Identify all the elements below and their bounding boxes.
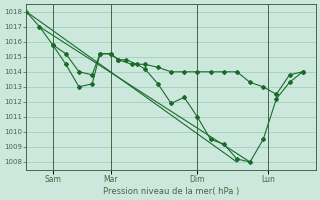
X-axis label: Pression niveau de la mer( hPa ): Pression niveau de la mer( hPa ): [103, 187, 239, 196]
